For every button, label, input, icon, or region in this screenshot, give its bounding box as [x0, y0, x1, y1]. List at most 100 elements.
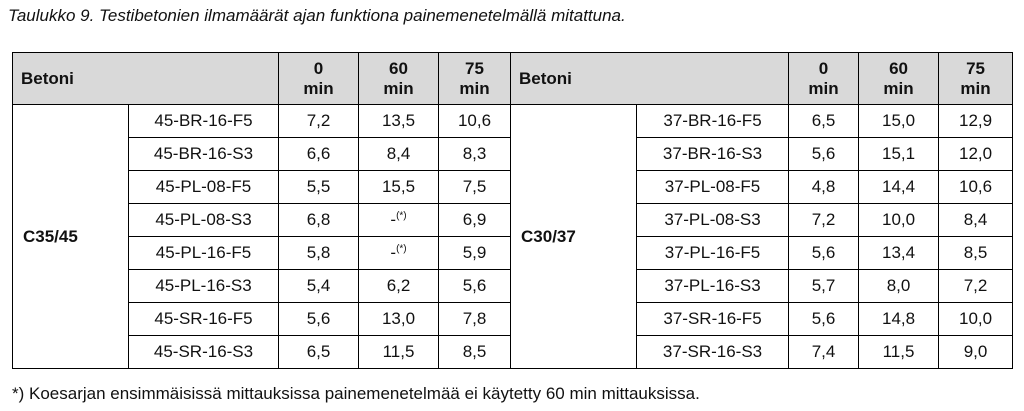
mix-code: 37-SR-16-S3 — [636, 335, 790, 369]
header-cell: 60 min — [358, 52, 440, 105]
data-table: Betoni 0 min 60 min 75 min Betoni 0 min 60 min 75 min… — [11, 52, 1014, 369]
header-time: 75 — [966, 58, 985, 78]
table-cell: 13,4 — [858, 236, 940, 270]
table-cell: 5,9 — [438, 236, 512, 270]
header-time: 0 — [313, 58, 324, 78]
mix-code: 45-PL-08-S3 — [127, 203, 280, 237]
table-body: C35/45 45-BR-16-F5 7,2 13,5 10,6 C30/37 37-BR-… — [12, 104, 1014, 369]
table-cell: 12,0 — [938, 137, 1014, 171]
table-cell: 5,4 — [278, 269, 360, 303]
mix-code: 45-PL-16-F5 — [127, 236, 280, 270]
table-cell: 5,6 — [278, 302, 360, 336]
table-cell: 7,4 — [788, 335, 860, 369]
mix-code: 37-BR-16-S3 — [636, 137, 790, 171]
mix-code: 45-BR-16-S3 — [127, 137, 280, 171]
table-cell: 6,9 — [438, 203, 512, 237]
table-cell: 8,0 — [858, 269, 940, 303]
header-unit: min — [883, 78, 914, 98]
table-cell: 15,0 — [858, 104, 940, 138]
table-cell: 10,0 — [938, 302, 1014, 336]
table-cell: 7,2 — [938, 269, 1014, 303]
table-cell: 8,4 — [938, 203, 1014, 237]
table-cell: 8,3 — [438, 137, 512, 171]
header-time: 0 — [818, 58, 829, 78]
header-cell: 0 min — [278, 52, 360, 105]
mix-code: 45-BR-16-F5 — [127, 104, 280, 138]
table-cell: 13,0 — [358, 302, 440, 336]
mix-code: 37-PL-08-S3 — [636, 203, 790, 237]
cell-text: - — [390, 210, 397, 229]
header-cell: 0 min — [788, 52, 860, 105]
table-cell: -(*) — [358, 203, 440, 237]
header-time: 60 — [889, 58, 908, 78]
table-cell: 8,4 — [358, 137, 440, 171]
table-cell: 11,5 — [358, 335, 440, 369]
table-cell: 6,6 — [278, 137, 360, 171]
table-cell: 5,6 — [438, 269, 512, 303]
table-cell: 5,6 — [788, 302, 860, 336]
mix-code: 45-SR-16-S3 — [127, 335, 280, 369]
mix-code: 37-PL-16-S3 — [636, 269, 790, 303]
table-cell: 14,8 — [858, 302, 940, 336]
header-unit: min — [383, 78, 414, 98]
table-cell: 14,4 — [858, 170, 940, 204]
header-cell: Betoni — [11, 52, 280, 105]
header-unit: min — [459, 78, 490, 98]
table-cell: 9,0 — [938, 335, 1014, 369]
table-cell: 7,2 — [788, 203, 860, 237]
table-cell: 11,5 — [858, 335, 940, 369]
table-row: 45-PL-08-F5 5,5 15,5 7,5 37-PL-08-F5 4,8 14,4 1… — [13, 170, 1014, 204]
mix-code: 45-PL-16-S3 — [127, 269, 280, 303]
header-unit: min — [808, 78, 839, 98]
table-row: 45-BR-16-S3 6,6 8,4 8,3 37-BR-16-S3 5,6 15,1 12… — [13, 137, 1014, 171]
table-cell: 5,7 — [788, 269, 860, 303]
header-unit: min — [960, 78, 991, 98]
table-cell: 5,6 — [788, 137, 860, 171]
table-cell: 7,8 — [438, 302, 512, 336]
header-cell: 60 min — [858, 52, 940, 105]
table-row: 45-PL-16-F5 5,8 -(*) 5,9 37-PL-16-F5 5,6 13,4 8… — [13, 236, 1014, 270]
table-cell: 10,6 — [938, 170, 1014, 204]
mix-code: 37-SR-16-F5 — [636, 302, 790, 336]
table-cell: 6,5 — [278, 335, 360, 369]
mix-code: 45-SR-16-F5 — [127, 302, 280, 336]
table-cell: 5,5 — [278, 170, 360, 204]
table-cell: 5,8 — [278, 236, 360, 270]
header-row: Betoni 0 min 60 min 75 min Betoni 0 min 60 min 75 min — [11, 52, 1014, 105]
table-cell: 12,9 — [938, 104, 1014, 138]
mix-code: 37-BR-16-F5 — [636, 104, 790, 138]
table-cell: 6,8 — [278, 203, 360, 237]
table-cell: 15,5 — [358, 170, 440, 204]
cell-note: (*) — [396, 243, 407, 255]
cell-text: - — [390, 243, 397, 262]
class-cell: C30/37 — [510, 104, 638, 369]
footnote: *) Koesarjan ensimmäisissä mittauksissa … — [12, 384, 700, 403]
table-cell: 10,6 — [438, 104, 512, 138]
table-cell: 5,6 — [788, 236, 860, 270]
table-cell: -(*) — [358, 236, 440, 270]
header-cell: 75 min — [438, 52, 512, 105]
header-time: 75 — [465, 58, 484, 78]
header-cell: Betoni — [510, 52, 790, 105]
table-cell: 7,5 — [438, 170, 512, 204]
mix-code: 37-PL-16-F5 — [636, 236, 790, 270]
header-time: 60 — [389, 58, 408, 78]
table-cell: 6,2 — [358, 269, 440, 303]
table-cell: 13,5 — [358, 104, 440, 138]
header-unit: min — [303, 78, 334, 98]
table-cell: 10,0 — [858, 203, 940, 237]
table-cell: 15,1 — [858, 137, 940, 171]
table-cell: 7,2 — [278, 104, 360, 138]
table-cell: 8,5 — [438, 335, 512, 369]
table-cell: 8,5 — [938, 236, 1014, 270]
table-cell: 6,5 — [788, 104, 860, 138]
mix-code: 37-PL-08-F5 — [636, 170, 790, 204]
table-row: 45-SR-16-S3 6,5 11,5 8,5 37-SR-16-S3 7,4 11,5 9… — [13, 335, 1014, 369]
header-cell: 75 min — [938, 52, 1014, 105]
class-cell: C35/45 — [12, 104, 129, 369]
cell-note: (*) — [396, 210, 407, 222]
table-cell: 4,8 — [788, 170, 860, 204]
caption: Taulukko 9. Testibetonien ilmamäärät aja… — [8, 6, 626, 25]
table-row: C35/45 45-BR-16-F5 7,2 13,5 10,6 C30/37 37-BR-… — [12, 104, 1014, 369]
